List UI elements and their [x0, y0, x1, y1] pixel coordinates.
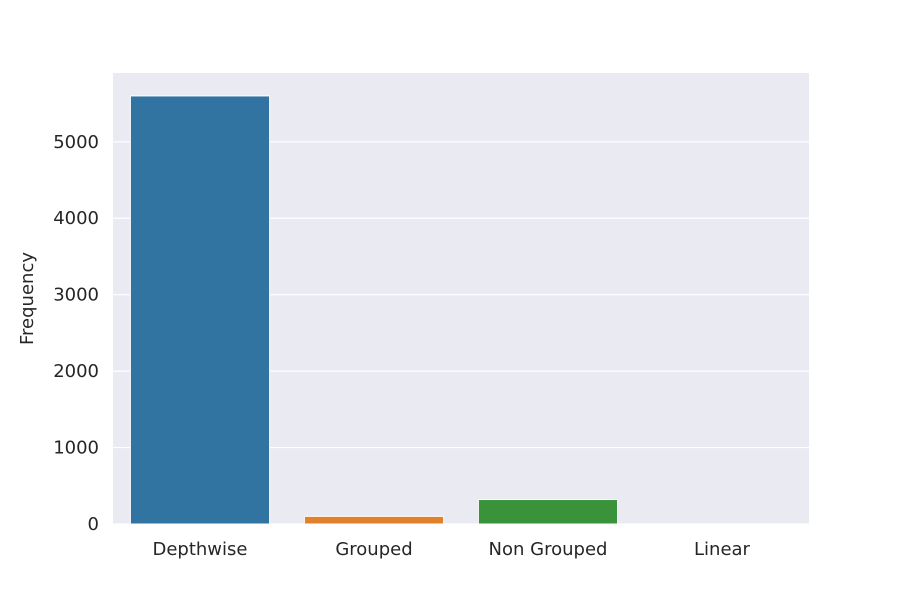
y-axis-ticks: 0 1000 2000 3000 4000 5000 [53, 132, 99, 535]
y-tick-label: 1000 [53, 438, 99, 459]
bar-non-grouped [477, 499, 619, 525]
x-tick-label: Depthwise [152, 539, 247, 560]
x-axis-ticks: Depthwise Grouped Non Grouped Linear [152, 539, 750, 560]
x-tick-label: Grouped [335, 539, 412, 560]
bars [129, 95, 619, 525]
y-tick-label: 3000 [53, 285, 99, 306]
y-tick-label: 4000 [53, 208, 99, 229]
y-tick-label: 2000 [53, 361, 99, 382]
x-tick-label: Linear [694, 539, 751, 560]
x-tick-label: Non Grouped [489, 539, 608, 560]
bar-depthwise [129, 95, 271, 525]
bar-grouped [303, 515, 445, 525]
y-axis-label: Frequency [17, 252, 38, 345]
y-tick-label: 5000 [53, 132, 99, 153]
y-tick-label: 0 [88, 514, 99, 535]
